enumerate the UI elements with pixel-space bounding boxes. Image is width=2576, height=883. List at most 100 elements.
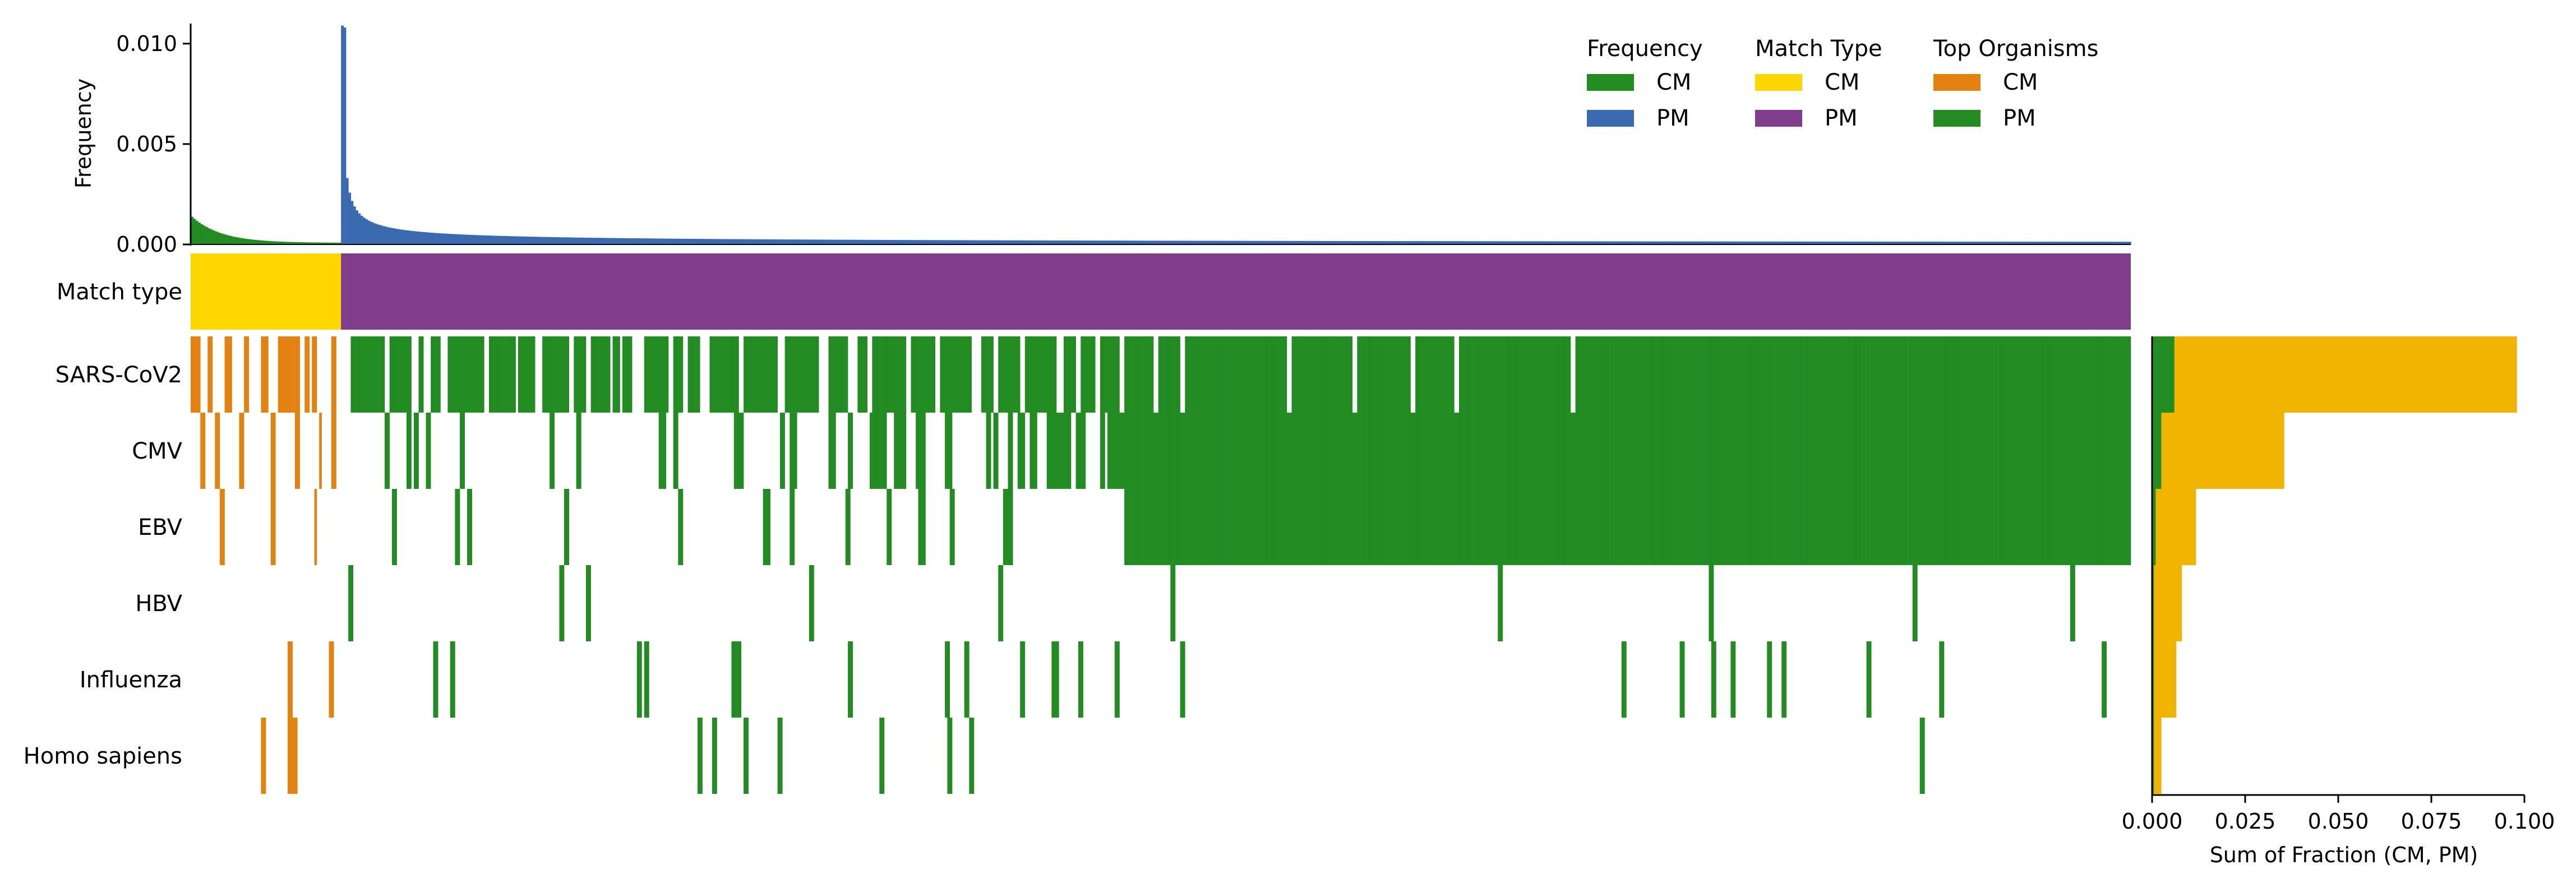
- organism-cell: [1024, 336, 1028, 413]
- organism-cell: [2051, 413, 2053, 489]
- organism-cell: [1628, 336, 1632, 413]
- frequency-bar: [251, 239, 255, 244]
- organism-cell: [1204, 336, 1207, 413]
- organism-cell: [600, 336, 603, 413]
- organism-cell: [579, 413, 581, 489]
- organism-cell: [1721, 489, 1724, 565]
- organism-cell: [809, 336, 812, 413]
- organism-cell: [559, 565, 562, 641]
- organism-cell: [1078, 413, 1081, 489]
- organism-cell: [1059, 413, 1061, 489]
- organism-cell: [1304, 336, 1307, 413]
- frequency-bar: [2087, 242, 2090, 244]
- frequency-bar: [416, 231, 419, 244]
- organism-cell: [1949, 336, 1952, 413]
- organism-cell: [2123, 336, 2126, 413]
- frequency-bar: [1733, 241, 1736, 244]
- organism-cell: [1740, 336, 1743, 413]
- organism-cell: [2060, 336, 2063, 413]
- organism-cell: [1908, 336, 1910, 413]
- organism-cell: [1264, 336, 1268, 413]
- frequency-bar: [421, 232, 424, 244]
- organism-cell: [1340, 336, 1343, 413]
- organism-cell: [263, 718, 266, 794]
- organism-cell: [1187, 336, 1190, 413]
- frequency-bar: [1825, 241, 1828, 244]
- organism-cell: [1602, 413, 1605, 489]
- organism-cell: [2060, 489, 2063, 565]
- organism-cell: [1915, 489, 1918, 565]
- frequency-bar: [338, 242, 341, 244]
- organism-cell: [1871, 336, 1874, 413]
- organism-cell: [1699, 336, 1702, 413]
- frequency-bar: [1372, 241, 1375, 244]
- organism-cell: [2070, 565, 2073, 641]
- organism-cell: [806, 336, 810, 413]
- organism-cell: [1599, 489, 1603, 565]
- organism-cell: [1008, 489, 1011, 565]
- organism-cell: [453, 336, 455, 413]
- organism-cell: [1667, 489, 1670, 565]
- frequency-bar: [1163, 241, 1166, 244]
- organism-cell: [1330, 489, 1333, 565]
- frequency-bar: [326, 242, 330, 244]
- organism-cell: [1677, 336, 1680, 413]
- organism-cell: [1163, 413, 1166, 489]
- organism-cell: [1558, 413, 1561, 489]
- legend-swatch: [1587, 110, 1634, 127]
- frequency-bar: [1517, 241, 1520, 244]
- organism-cell: [1973, 336, 1976, 413]
- frequency-bar: [1364, 241, 1368, 244]
- organism-cell: [1670, 489, 1673, 565]
- organism-cell: [1846, 413, 1850, 489]
- organism-cell: [872, 336, 875, 413]
- organism-cell: [1808, 336, 1811, 413]
- organism-cell: [1813, 336, 1816, 413]
- organism-cell: [1447, 413, 1449, 489]
- organism-cell: [1139, 413, 1142, 489]
- frequency-bar: [733, 239, 737, 244]
- frequency-bar: [763, 239, 766, 244]
- organism-cell: [952, 489, 955, 565]
- organism-cell: [2034, 489, 2037, 565]
- organism-cell: [1670, 413, 1673, 489]
- organism-cell: [1335, 336, 1338, 413]
- organism-cell: [615, 336, 618, 413]
- organism-cell: [1752, 413, 1755, 489]
- organism-cell: [1337, 336, 1341, 413]
- organism-cell: [1539, 413, 1542, 489]
- organism-cell: [1924, 336, 1927, 413]
- organism-cell: [246, 336, 250, 413]
- frequency-bar: [258, 240, 262, 244]
- organism-cell: [1364, 413, 1367, 489]
- frequency-bar: [569, 237, 572, 244]
- frequency-bar: [1786, 241, 1789, 244]
- organism-cell: [1682, 489, 1685, 565]
- organism-cell: [2029, 489, 2032, 565]
- organism-cell: [1733, 336, 1736, 413]
- organism-cell: [896, 336, 899, 413]
- frequency-bar: [1139, 241, 1142, 244]
- organism-cell: [2043, 336, 2046, 413]
- organism-cell: [1808, 489, 1811, 565]
- organism-cell: [1216, 489, 1220, 565]
- frequency-bar: [1275, 241, 1278, 244]
- organism-cell: [1900, 489, 1903, 565]
- frequency-bar: [663, 238, 667, 244]
- organism-cell: [1939, 336, 1942, 413]
- organism-cell: [1551, 413, 1554, 489]
- organism-cell: [719, 336, 722, 413]
- organism-cell: [765, 489, 768, 565]
- organism-cell: [1483, 336, 1486, 413]
- organism-cell: [1624, 336, 1627, 413]
- frequency-bar: [1699, 241, 1702, 244]
- organism-cell: [1172, 565, 1176, 641]
- organism-cell: [841, 336, 843, 413]
- organism-cell: [1061, 413, 1064, 489]
- organism-cell: [1376, 489, 1379, 565]
- organism-cell: [731, 336, 735, 413]
- organism-cell: [1042, 336, 1045, 413]
- frequency-bar: [923, 240, 926, 244]
- frequency-bar: [986, 240, 989, 244]
- organism-cell: [1978, 413, 1981, 489]
